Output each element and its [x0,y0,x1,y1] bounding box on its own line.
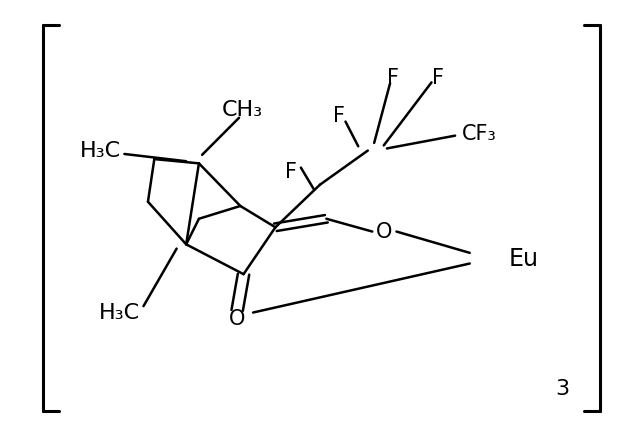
Text: CF₃: CF₃ [462,124,497,144]
Text: Eu: Eu [509,247,539,271]
Text: O: O [229,309,245,329]
Text: O: O [376,221,392,242]
Text: F: F [387,68,399,88]
Text: F: F [333,106,345,127]
Text: CH₃: CH₃ [221,100,263,120]
Text: H₃C: H₃C [99,302,140,323]
Text: 3: 3 [555,379,569,399]
Text: F: F [285,162,298,182]
Text: F: F [432,68,444,88]
Text: H₃C: H₃C [79,141,121,160]
